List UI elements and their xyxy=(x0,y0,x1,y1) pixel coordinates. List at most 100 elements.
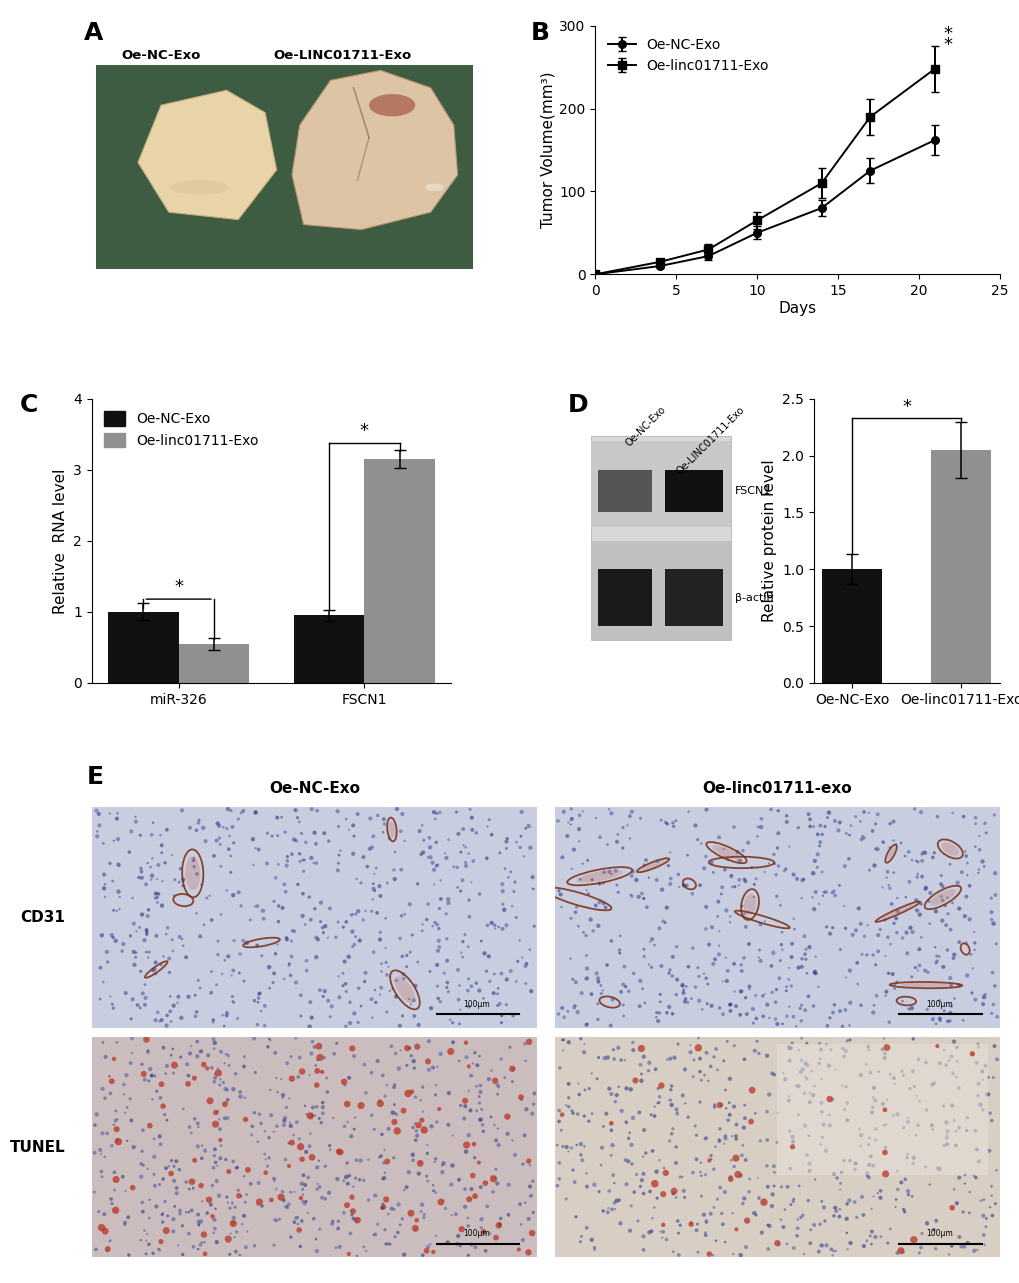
Point xyxy=(837,999,853,1020)
Point xyxy=(933,890,950,911)
Point xyxy=(186,1150,203,1170)
Point xyxy=(810,1242,826,1262)
Point xyxy=(738,1003,754,1024)
Point xyxy=(489,978,505,998)
Point xyxy=(166,1196,182,1216)
Point xyxy=(950,931,966,952)
Point xyxy=(490,916,506,937)
Point xyxy=(309,1049,325,1070)
Point xyxy=(343,921,360,942)
Point xyxy=(765,844,782,865)
Point xyxy=(416,830,432,851)
Point xyxy=(378,1075,394,1096)
Point xyxy=(618,1078,634,1098)
Point xyxy=(889,1243,905,1264)
Point xyxy=(691,1092,707,1112)
Point xyxy=(768,887,785,907)
Point xyxy=(760,1007,776,1028)
Point xyxy=(609,881,626,902)
Point xyxy=(765,1175,782,1196)
Point xyxy=(750,1043,766,1064)
Point xyxy=(266,1234,282,1255)
Point xyxy=(190,1205,206,1225)
Point xyxy=(266,1171,282,1192)
Point xyxy=(91,815,107,835)
Point xyxy=(374,1194,390,1215)
Point xyxy=(711,1094,728,1115)
Point xyxy=(772,934,789,955)
Point xyxy=(826,885,843,906)
Point xyxy=(428,1111,444,1132)
Point xyxy=(637,1143,653,1164)
Ellipse shape xyxy=(900,983,951,988)
Point xyxy=(667,984,684,1005)
Point xyxy=(866,813,882,834)
Point xyxy=(158,1159,174,1179)
Point xyxy=(363,901,379,921)
Point xyxy=(611,943,628,964)
Point xyxy=(609,824,626,844)
Point xyxy=(423,1116,439,1137)
Point xyxy=(677,989,693,1010)
Point xyxy=(676,1187,692,1207)
Point xyxy=(306,1209,322,1229)
Point xyxy=(580,1111,596,1132)
Point xyxy=(355,1170,371,1191)
Point xyxy=(522,1030,538,1051)
Point xyxy=(115,1074,131,1094)
Point xyxy=(434,1162,450,1183)
Point xyxy=(414,815,430,835)
Point xyxy=(766,992,783,1012)
Point xyxy=(743,1080,759,1101)
Point xyxy=(343,1201,360,1221)
Point xyxy=(587,896,603,916)
Point xyxy=(487,1130,503,1151)
Point xyxy=(485,983,501,1003)
Point xyxy=(693,1165,709,1185)
Point xyxy=(918,999,934,1020)
Point xyxy=(294,1184,311,1205)
Point xyxy=(412,1153,428,1174)
Point xyxy=(623,1196,639,1216)
Point xyxy=(641,1052,657,1073)
Point xyxy=(608,1085,625,1106)
Point xyxy=(159,820,175,840)
Point xyxy=(756,911,772,931)
Point xyxy=(805,1076,821,1097)
Point xyxy=(522,838,538,858)
Point xyxy=(763,1184,780,1205)
Point xyxy=(591,828,607,848)
Point xyxy=(872,1227,889,1247)
Point xyxy=(423,998,439,1019)
Point xyxy=(981,1197,998,1218)
Point xyxy=(626,1182,642,1202)
Point xyxy=(811,831,827,852)
Point xyxy=(227,1064,244,1084)
Point xyxy=(477,1173,493,1193)
Point xyxy=(578,1164,594,1184)
Point xyxy=(553,847,570,867)
Point xyxy=(311,1219,327,1239)
Point xyxy=(419,1143,435,1164)
Point xyxy=(590,1047,606,1067)
Point xyxy=(303,910,319,930)
Point xyxy=(304,1147,320,1168)
Point xyxy=(734,840,750,861)
Point xyxy=(189,820,205,840)
Point xyxy=(379,872,395,893)
Point xyxy=(445,857,462,878)
Point xyxy=(608,875,625,896)
Point xyxy=(269,934,285,955)
Point xyxy=(494,881,511,902)
Point xyxy=(860,1039,876,1060)
Point xyxy=(913,1223,929,1243)
Point xyxy=(253,1114,269,1134)
Point xyxy=(824,1241,841,1261)
Point xyxy=(961,1182,977,1202)
Point xyxy=(205,1012,221,1033)
Point xyxy=(593,983,609,1003)
Point xyxy=(669,1223,686,1243)
Point xyxy=(715,839,732,860)
Point xyxy=(264,826,280,847)
Point xyxy=(492,1048,508,1069)
